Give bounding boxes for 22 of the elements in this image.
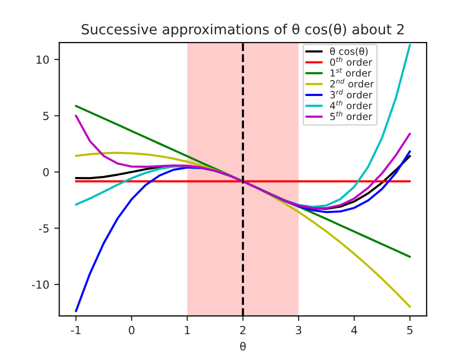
- line-series: [74, 114, 411, 210]
- x-tick-label: 4: [351, 326, 358, 334]
- legend-label: 1$^{st}$ order: [330, 68, 372, 77]
- legend-label: 5$^{th}$ order: [330, 111, 372, 120]
- x-tick-label: 5: [407, 326, 412, 334]
- legend-label: 4$^{th}$ order: [330, 100, 372, 110]
- y-tick-label: 0: [43, 168, 49, 176]
- y-tick-label: -5: [38, 224, 49, 233]
- x-axis-title: θ: [240, 342, 246, 351]
- legend-label: 3$^{rd}$ order: [330, 89, 372, 98]
- chart-title: Successive approximations of θ cos(θ) about 2: [82, 24, 404, 38]
- y-tick-label: -10: [32, 280, 49, 289]
- x-tick-label: 0: [128, 326, 134, 334]
- legend-label: 2$^{nd}$ order: [330, 78, 374, 88]
- y-tick-label: 5: [43, 112, 49, 120]
- y-tick-label: 10: [36, 55, 49, 64]
- legend-label: θ cos(θ): [330, 47, 368, 56]
- x-tick-label: 1: [184, 326, 190, 334]
- x-tick-label: -1: [70, 326, 80, 334]
- x-tick-label: 3: [296, 326, 302, 334]
- legend-label: 0$^{th}$ order: [330, 56, 372, 66]
- x-tick-label: 2: [240, 326, 246, 334]
